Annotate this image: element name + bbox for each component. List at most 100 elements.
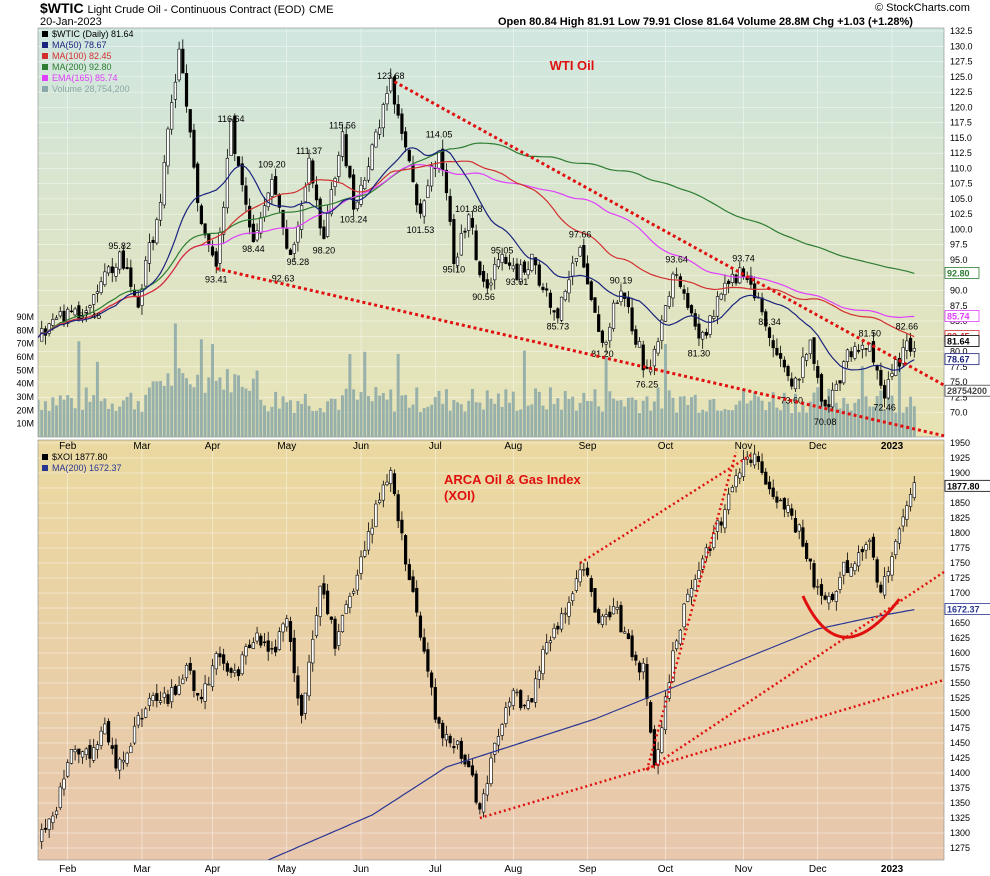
- xoi-candle-body: [84, 748, 88, 756]
- volume-bar: [682, 396, 686, 437]
- xoi-candle-body: [578, 569, 582, 583]
- wti-candle-body: [259, 217, 263, 234]
- xoi-y-tick-label: 1450: [950, 738, 970, 748]
- ohlc-summary: Open 80.84 High 81.91 Low 79.91 Close 81…: [498, 16, 913, 28]
- wti-y-tick-label: 125.0: [950, 72, 973, 82]
- volume-bar: [411, 404, 415, 437]
- xoi-candle-body: [77, 748, 81, 755]
- wti-axis-tag-label: 81.64: [947, 337, 970, 347]
- wti-candle-body: [106, 266, 111, 274]
- xoi-candle-body: [771, 487, 775, 497]
- wti-price-label: 109.20: [258, 159, 286, 169]
- volume-bar: [604, 357, 608, 437]
- xoi-candle-body: [864, 544, 868, 551]
- wti-y-tick-label: 75.0: [950, 377, 968, 387]
- volume-bar: [541, 405, 545, 437]
- wti-candle-body: [730, 273, 734, 283]
- volume-bar: [723, 409, 727, 437]
- wti-candle-body: [352, 174, 356, 210]
- wti-x-tick-label: Oct: [658, 441, 674, 452]
- xoi-y-tick-label: 1425: [950, 753, 970, 763]
- wti-axis-tag: [944, 384, 990, 397]
- volume-bar: [155, 381, 159, 437]
- volume-bar: [749, 400, 753, 437]
- wti-candle-body: [886, 379, 890, 399]
- xoi-candle-body: [749, 459, 753, 463]
- wti-candle-body: [793, 377, 798, 390]
- wti-candle-body: [303, 186, 307, 203]
- wti-candle-body: [400, 113, 404, 134]
- volume-bar: [508, 402, 512, 437]
- wti-candle-body: [871, 341, 876, 363]
- symbol: $WTIC: [40, 0, 84, 16]
- xoi-candle-body: [819, 584, 824, 596]
- xoi-candle-body: [623, 631, 627, 634]
- wti-candle-body: [500, 254, 504, 263]
- xoi-y-tick-label: 1325: [950, 813, 970, 823]
- xoi-candle-body: [422, 637, 426, 652]
- wti-candle-body: [467, 214, 471, 231]
- volume-bar: [266, 411, 270, 437]
- volume-bar: [534, 388, 538, 437]
- wti-candle-body: [274, 176, 278, 195]
- volume-bar: [793, 393, 797, 437]
- bottom-plot: [40, 444, 916, 860]
- volume-bar: [589, 401, 593, 437]
- wti-candle-body: [623, 292, 627, 299]
- volume-tick-label: 60M: [16, 352, 34, 362]
- xoi-candle-body: [912, 482, 916, 499]
- volume-bar: [775, 407, 779, 437]
- watermark: © StockCharts.com: [875, 2, 970, 14]
- volume-bar: [630, 397, 634, 437]
- xoi-candle-body: [689, 588, 694, 598]
- xoi-candle-body: [686, 593, 690, 602]
- wti-candle-body: [236, 156, 241, 167]
- volume-bar: [69, 398, 73, 437]
- wti-candle-body: [727, 280, 731, 285]
- volume-bar: [600, 411, 604, 437]
- volume-bar: [144, 394, 148, 437]
- wti-candle-body: [678, 276, 682, 288]
- xoi-y-tick-label: 1275: [950, 843, 970, 853]
- xoi-candle-body: [786, 505, 790, 513]
- wti-candle-body: [585, 263, 590, 285]
- xoi-candle-body: [856, 552, 861, 567]
- wti-y-tick-label: 102.5: [950, 209, 973, 219]
- xoi-y-tick-label: 1925: [950, 453, 970, 463]
- wti-candle-body: [563, 291, 567, 301]
- wti-candle-body: [288, 249, 293, 256]
- xoi-candle-body: [270, 648, 274, 650]
- wti-candle-body: [541, 286, 545, 291]
- wti-candle-body: [853, 346, 857, 359]
- wti-candle-body: [597, 314, 601, 332]
- wti-candle-body: [615, 302, 619, 304]
- volume-bar: [355, 399, 359, 437]
- volume-bar: [92, 395, 96, 437]
- xoi-axis-tag-label: 1877.80: [947, 481, 980, 491]
- volume-bar: [812, 392, 816, 437]
- xoi-candle-body: [251, 642, 255, 649]
- legend-swatch: [42, 53, 48, 59]
- xoi-candle-body: [470, 765, 475, 776]
- wti-candle-body: [296, 226, 300, 243]
- xoi-candle-body: [266, 640, 270, 652]
- volume-bar: [797, 412, 801, 437]
- xoi-candle-body: [842, 561, 846, 576]
- xoi-candle-body: [248, 644, 252, 649]
- wti-candle-body: [281, 210, 285, 228]
- xoi-y-tick-label: 1625: [950, 633, 970, 643]
- xoi-candle-body: [645, 664, 649, 700]
- xoi-x-tick-label: May: [277, 864, 296, 875]
- volume-bar: [586, 401, 590, 437]
- volume-bar: [834, 402, 838, 437]
- xoi-candle-body: [860, 549, 864, 553]
- volume-bar: [177, 368, 181, 437]
- volume-bar: [545, 409, 549, 437]
- xoi-y-tick-label: 1600: [950, 648, 970, 658]
- xoi-x-tick-label: Aug: [504, 864, 522, 875]
- wti-candle-body: [370, 144, 374, 170]
- volume-bar: [352, 389, 356, 437]
- wti-axis-tag-label: 28754200: [947, 386, 987, 396]
- volume-tick-label: 40M: [16, 379, 34, 389]
- xoi-candle-body: [162, 692, 166, 698]
